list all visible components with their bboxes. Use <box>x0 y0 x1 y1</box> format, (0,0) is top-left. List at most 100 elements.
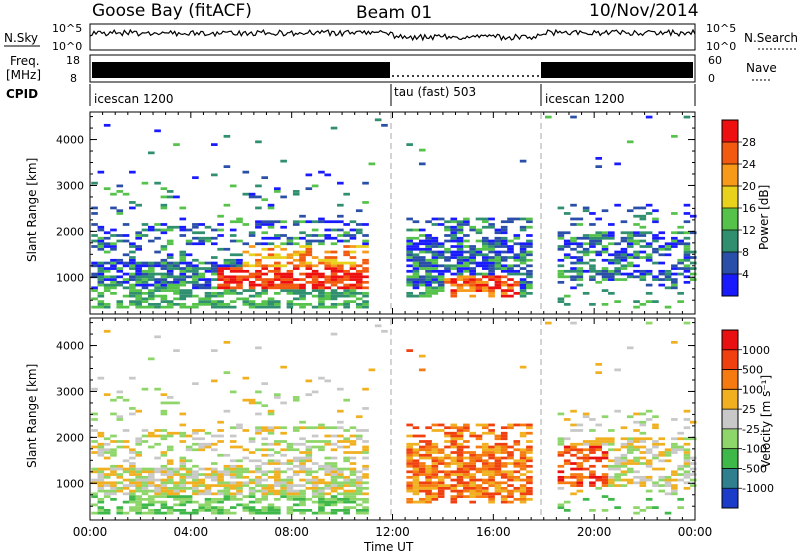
velocity-cell <box>305 426 313 430</box>
velocity-cell <box>362 486 369 490</box>
power-cell <box>166 272 174 276</box>
velocity-cell <box>494 437 502 441</box>
velocity-cell <box>185 448 193 452</box>
velocity-cell <box>154 470 161 474</box>
power-cell <box>330 283 338 287</box>
colorbar-tick-label: 8 <box>742 246 749 259</box>
power-cell <box>318 242 325 246</box>
power-cell <box>469 267 476 270</box>
power-cell <box>299 305 306 309</box>
velocity-cell <box>463 423 470 427</box>
power-cell <box>179 280 187 284</box>
power-cell <box>292 267 300 270</box>
power-cell <box>255 272 262 276</box>
power-cell <box>481 280 489 284</box>
velocity-cell <box>255 431 262 435</box>
velocity-cell <box>160 503 168 507</box>
velocity-cell <box>425 489 432 493</box>
power-cell <box>437 264 445 268</box>
velocity-cell <box>192 492 199 496</box>
velocity-cell <box>261 453 269 457</box>
power-cell <box>255 278 262 281</box>
velocity-cell <box>204 467 212 471</box>
power-cell <box>639 234 647 237</box>
power-cell <box>324 236 332 240</box>
power-cell <box>97 242 105 246</box>
velocity-cell <box>494 470 502 474</box>
power-cell <box>526 253 533 257</box>
power-cell <box>620 236 628 240</box>
velocity-cell <box>481 473 489 476</box>
power-cell <box>664 286 672 290</box>
velocity-cell <box>103 393 111 397</box>
power-cell <box>160 223 168 226</box>
velocity-cell <box>255 508 262 512</box>
power-cell <box>362 242 369 246</box>
power-cell <box>91 206 98 210</box>
power-cell <box>349 286 357 290</box>
power-cell <box>179 234 187 237</box>
power-cell <box>456 253 464 257</box>
power-cell <box>475 261 483 265</box>
power-cell <box>274 190 281 193</box>
power-cell <box>362 275 369 279</box>
velocity-cell <box>595 448 603 452</box>
velocity-cell <box>601 437 609 441</box>
velocity-cell <box>179 434 187 438</box>
power-cell <box>519 286 527 290</box>
power-cell <box>160 245 168 248</box>
velocity-cell <box>456 451 464 454</box>
velocity-cell <box>204 473 212 476</box>
velocity-cell <box>450 442 458 446</box>
velocity-cell <box>519 464 527 468</box>
power-cell <box>91 261 98 265</box>
power-cell <box>601 289 609 292</box>
power-cell <box>425 242 432 246</box>
power-cell <box>204 278 212 281</box>
power-cell <box>500 245 508 248</box>
power-cell <box>311 280 319 284</box>
velocity-cell <box>160 412 168 416</box>
power-cell <box>595 231 603 235</box>
power-cell <box>286 261 294 265</box>
power-cell <box>280 275 287 279</box>
velocity-cell <box>141 434 149 438</box>
x-tick-label: 12:00 <box>375 525 410 539</box>
power-cell <box>274 269 281 273</box>
velocity-cell <box>116 464 124 468</box>
power-cell <box>494 250 502 254</box>
power-cell <box>431 264 439 268</box>
power-cell <box>425 272 432 276</box>
velocity-cell <box>601 442 609 446</box>
power-cell <box>450 250 458 254</box>
velocity-cell <box>129 508 136 512</box>
velocity-cell <box>198 467 205 471</box>
power-cell <box>614 203 621 207</box>
velocity-cell <box>526 492 533 496</box>
velocity-cell <box>570 429 577 432</box>
power-cell <box>330 256 338 259</box>
power-cell <box>418 228 426 232</box>
power-cell <box>463 264 470 268</box>
power-cell <box>463 217 470 221</box>
velocity-cell <box>292 448 300 452</box>
velocity-cell <box>305 440 313 443</box>
power-cell <box>683 275 691 279</box>
velocity-cell <box>286 448 294 452</box>
velocity-cell <box>103 489 111 493</box>
power-cell <box>217 283 224 287</box>
velocity-cell <box>418 462 426 465</box>
velocity-cell <box>488 492 495 496</box>
power-cell <box>463 258 470 262</box>
velocity-cell <box>507 453 514 457</box>
velocity-cell <box>519 423 527 427</box>
velocity-cell <box>211 497 218 501</box>
velocity-cell <box>475 467 483 471</box>
velocity-cell <box>330 489 338 493</box>
velocity-cell <box>179 473 187 476</box>
velocity-cell <box>412 481 420 485</box>
velocity-cell <box>557 475 565 479</box>
power-cell <box>242 192 250 196</box>
velocity-cell <box>223 492 231 496</box>
power-cell <box>418 275 426 279</box>
